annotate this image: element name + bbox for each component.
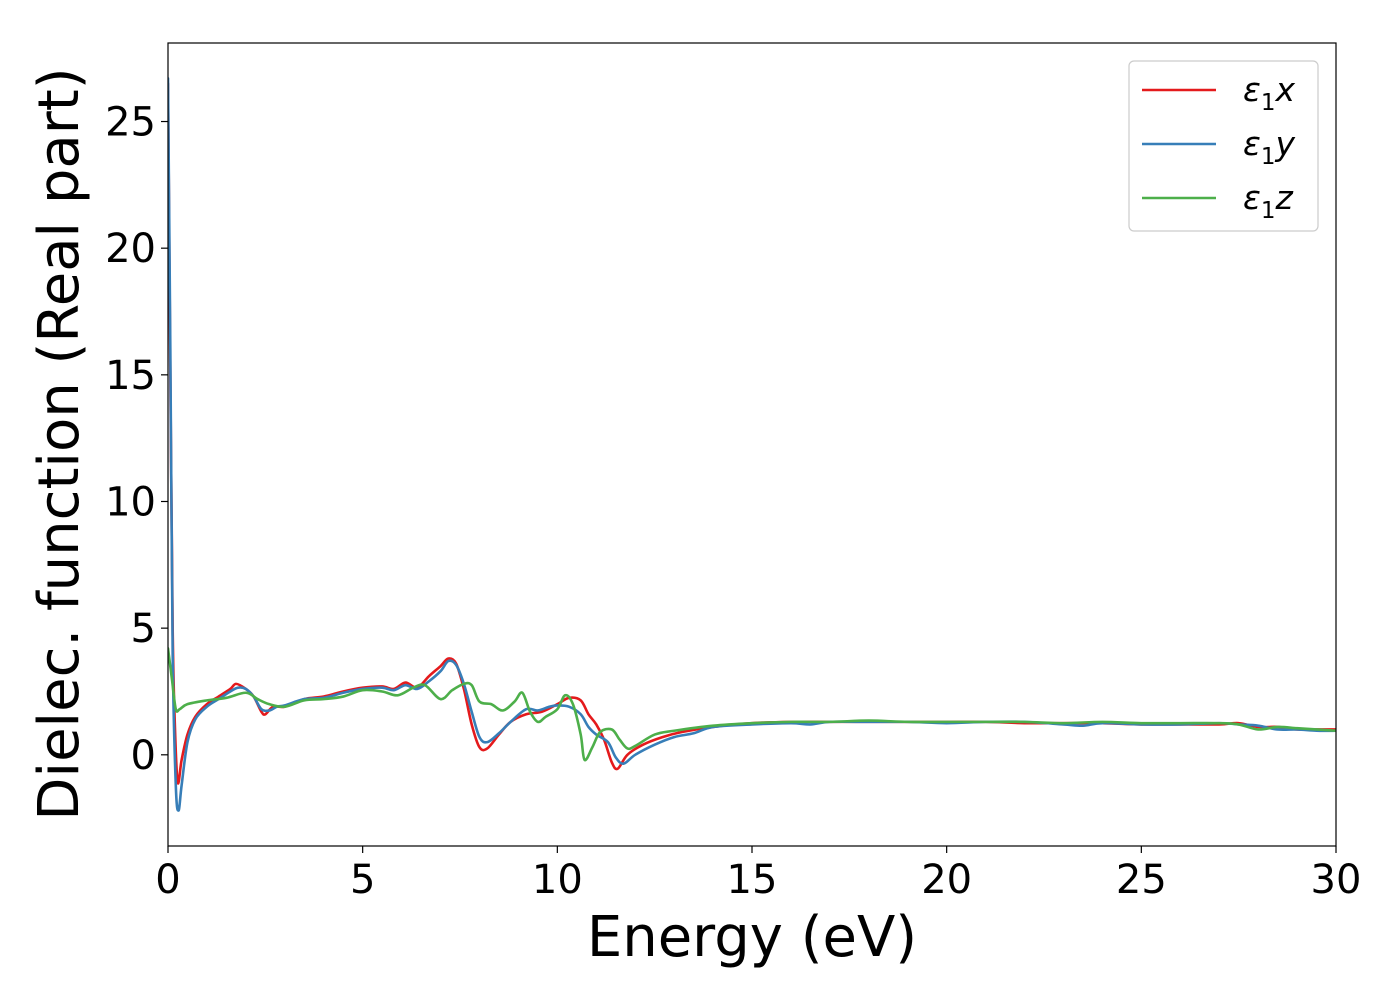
y-tick-label: 20 bbox=[105, 226, 156, 272]
x-tick-label: 10 bbox=[532, 857, 583, 903]
x-tick-label: 15 bbox=[727, 857, 778, 903]
x-tick-label: 20 bbox=[921, 857, 972, 903]
y-tick-label: 15 bbox=[105, 353, 156, 399]
x-axis-ticks: 0 5 10 15 20 25 30 bbox=[155, 846, 1361, 903]
series-layer bbox=[168, 77, 1336, 812]
x-tick-label: 0 bbox=[155, 857, 180, 903]
x-tick-label: 30 bbox=[1311, 857, 1362, 903]
legend-label-z: ε1z bbox=[1243, 178, 1293, 224]
y-tick-label: 0 bbox=[131, 733, 156, 779]
x-axis-title: Energy (eV) bbox=[587, 905, 917, 970]
y-tick-label: 25 bbox=[105, 100, 156, 146]
legend-label-y: ε1y bbox=[1243, 124, 1295, 170]
x-tick-label: 5 bbox=[350, 857, 375, 903]
series-line-z bbox=[168, 647, 1336, 762]
x-tick-label: 25 bbox=[1116, 857, 1167, 903]
legend-box bbox=[1128, 60, 1319, 232]
legend: ε1x ε1y ε1z bbox=[1128, 60, 1319, 232]
y-tick-label: 10 bbox=[105, 479, 156, 525]
y-axis-title: Dielec. function (Real part) bbox=[27, 67, 92, 820]
y-tick-label: 5 bbox=[131, 606, 156, 652]
legend-label-x: ε1x bbox=[1243, 70, 1295, 116]
y-axis-ticks: 0 5 10 15 20 25 bbox=[105, 100, 168, 779]
